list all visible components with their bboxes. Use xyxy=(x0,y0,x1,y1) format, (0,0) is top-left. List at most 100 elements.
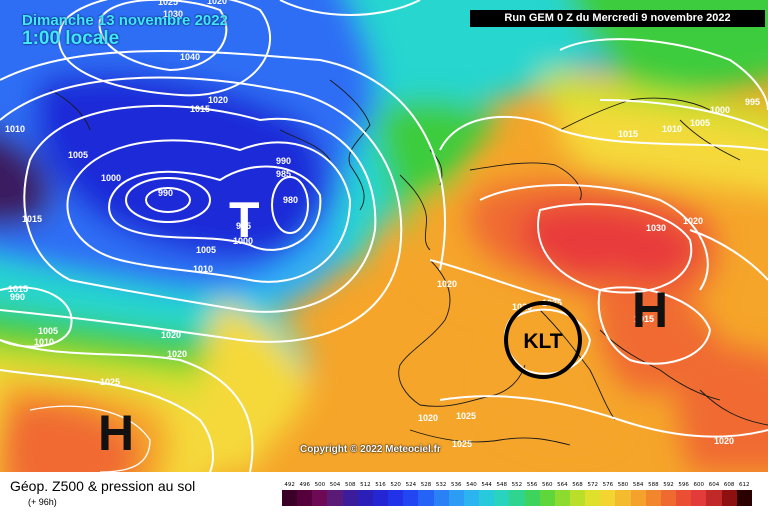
legend-swatch xyxy=(463,490,480,506)
svg-text:985: 985 xyxy=(276,169,291,179)
legend-value-label: 612 xyxy=(739,482,750,488)
legend-swatch xyxy=(509,490,525,506)
legend-value-label: 496 xyxy=(299,482,310,488)
legend-value-label: 608 xyxy=(723,482,735,488)
legend-swatch xyxy=(403,490,419,506)
svg-text:1025: 1025 xyxy=(158,0,178,7)
svg-text:1015: 1015 xyxy=(8,284,28,294)
legend-value-label: 560 xyxy=(541,482,553,488)
svg-text:1020: 1020 xyxy=(208,95,228,105)
svg-text:1025: 1025 xyxy=(452,439,472,449)
svg-text:1020: 1020 xyxy=(512,302,532,312)
svg-text:990: 990 xyxy=(158,188,173,198)
svg-text:1025: 1025 xyxy=(100,377,120,387)
legend-value-label: 572 xyxy=(587,482,598,488)
klt-label: KLT xyxy=(523,330,562,353)
svg-text:1005: 1005 xyxy=(690,118,710,128)
legend-value-label: 492 xyxy=(284,482,295,488)
legend-swatch xyxy=(721,490,737,506)
svg-text:1000: 1000 xyxy=(101,173,121,183)
svg-text:1025: 1025 xyxy=(456,411,476,421)
copyright-text: Copyright © 2022 Meteociel.fr xyxy=(300,444,441,455)
legend-swatch xyxy=(585,490,601,506)
legend-swatch xyxy=(630,490,646,506)
legend-value-label: 584 xyxy=(632,482,644,488)
legend-value-label: 516 xyxy=(375,482,386,488)
legend-value-label: 528 xyxy=(420,482,432,488)
svg-text:1030: 1030 xyxy=(646,223,666,233)
legend-value-label: 580 xyxy=(617,482,629,488)
legend-swatch xyxy=(706,490,722,506)
svg-text:1020: 1020 xyxy=(418,413,438,423)
legend-swatch xyxy=(554,490,570,506)
legend-swatch xyxy=(433,490,449,506)
legend-swatch xyxy=(479,490,495,506)
legend-value-label: 532 xyxy=(435,482,447,488)
svg-text:1030: 1030 xyxy=(163,9,183,19)
forecast-local-time: 1:00 locale xyxy=(22,28,120,49)
svg-text:1010: 1010 xyxy=(193,264,213,274)
legend-value-label: 508 xyxy=(344,482,356,488)
svg-text:1010: 1010 xyxy=(34,337,54,347)
svg-text:1000: 1000 xyxy=(233,236,253,246)
svg-text:1015: 1015 xyxy=(618,129,638,139)
legend-swatch xyxy=(282,490,298,506)
legend-swatch xyxy=(645,490,661,506)
legend-value-label: 552 xyxy=(511,482,523,488)
high-pressure-symbol-europe: H xyxy=(632,282,668,338)
legend-swatch xyxy=(448,490,464,506)
svg-text:1020: 1020 xyxy=(167,349,187,359)
legend-value-label: 524 xyxy=(405,482,417,488)
klt-circle xyxy=(504,301,582,379)
legend-value-label: 504 xyxy=(329,482,341,488)
geopotential-field xyxy=(0,0,768,472)
forecast-date: Dimanche 13 novembre 2022 xyxy=(22,12,228,29)
legend-swatch xyxy=(736,490,752,506)
forecast-hour: (+ 96h) xyxy=(28,497,57,507)
svg-text:1020: 1020 xyxy=(683,216,703,226)
svg-text:995: 995 xyxy=(745,97,760,107)
legend-value-label: 540 xyxy=(466,482,477,488)
legend-swatch xyxy=(372,490,389,506)
legend-swatch xyxy=(312,490,328,506)
legend-value-label: 536 xyxy=(451,482,462,488)
legend-color-swatches xyxy=(282,490,752,506)
svg-text:1015: 1015 xyxy=(634,314,654,324)
low-pressure-symbol: T xyxy=(229,192,260,248)
color-legend: 492 496 500 504 508 512 516 520 524 528 532 536 540 5… xyxy=(282,480,752,506)
legend-swatch xyxy=(600,490,616,506)
legend-swatch xyxy=(691,490,707,506)
map-footer: Géop. Z500 & pression au sol (+ 96h) 492… xyxy=(0,472,768,512)
legend-value-label: 556 xyxy=(526,482,538,488)
svg-text:1010: 1010 xyxy=(5,124,25,134)
legend-value-label: 544 xyxy=(481,482,492,488)
svg-text:995: 995 xyxy=(236,221,251,231)
legend-swatch xyxy=(615,490,631,506)
legend-swatch xyxy=(676,490,692,506)
legend-value-label: 520 xyxy=(390,482,401,488)
svg-text:1005: 1005 xyxy=(38,326,58,336)
legend-value-label: 600 xyxy=(693,482,705,488)
legend-value-label: 548 xyxy=(496,482,508,488)
svg-text:990: 990 xyxy=(276,156,291,166)
legend-value-label: 512 xyxy=(360,482,371,488)
legend-value-labels: 492 496 500 504 508 512 516 520 524 528 532 536 540 5… xyxy=(282,480,752,490)
svg-text:1005: 1005 xyxy=(196,245,216,255)
svg-text:1005: 1005 xyxy=(68,150,88,160)
legend-value-label: 604 xyxy=(708,482,720,488)
legend-swatch xyxy=(327,490,343,506)
legend-swatch xyxy=(297,490,313,506)
legend-value-label: 588 xyxy=(648,482,659,488)
svg-text:1040: 1040 xyxy=(180,52,200,62)
legend-value-label: 576 xyxy=(602,482,614,488)
forecast-time-overlay: Dimanche 13 novembre 2022 1:00 locale xyxy=(22,12,228,50)
isobars xyxy=(0,0,768,472)
legend-value-label: 592 xyxy=(663,482,674,488)
legend-swatch xyxy=(524,490,540,506)
svg-text:980: 980 xyxy=(283,195,298,205)
svg-text:1020: 1020 xyxy=(437,279,457,289)
svg-text:1015: 1015 xyxy=(190,104,210,114)
legend-swatch xyxy=(418,490,434,506)
legend-value-label: 564 xyxy=(557,482,568,488)
legend-value-label: 596 xyxy=(678,482,689,488)
